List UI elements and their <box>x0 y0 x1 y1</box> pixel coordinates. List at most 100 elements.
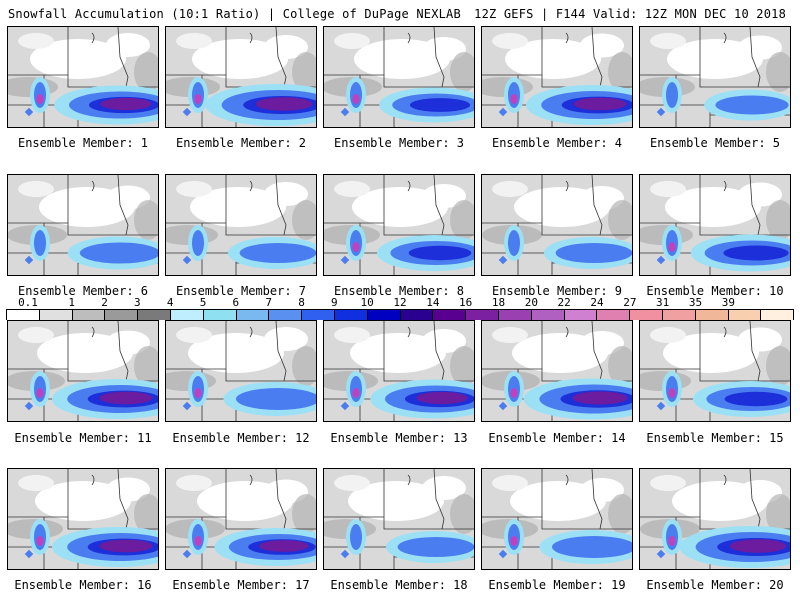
colorbar-tick-label: 20 <box>524 296 538 309</box>
snowfall-map <box>482 321 632 421</box>
snowfall-map <box>324 175 474 275</box>
ensemble-map-panel <box>7 468 159 570</box>
colorbar-tick-label: 5 <box>199 296 207 309</box>
ensemble-member-label: Ensemble Member: 18 <box>330 578 468 592</box>
snowfall-map <box>324 321 474 421</box>
colorbar-tick-label: 16 <box>459 296 473 309</box>
colorbar-swatch <box>433 310 467 320</box>
ensemble-map-panel <box>323 320 475 422</box>
colorbar-swatch <box>531 310 565 320</box>
colorbar-tick-label: 14 <box>426 296 440 309</box>
colorbar-swatch <box>400 310 434 320</box>
ensemble-member-label: Ensemble Member: 6 <box>17 284 149 298</box>
snowfall-map <box>324 27 474 127</box>
snowfall-map <box>482 27 632 127</box>
colorbar-tick-label: 1 <box>68 296 75 309</box>
ensemble-map-panel <box>639 468 791 570</box>
snowfall-map <box>8 469 158 569</box>
colorbar-swatch <box>564 310 598 320</box>
colorbar-swatch <box>367 310 401 320</box>
colorbar-tick-label: 0.1 <box>18 296 38 309</box>
ensemble-member-label: Ensemble Member: 2 <box>175 136 307 150</box>
colorbar-swatch <box>662 310 696 320</box>
snowfall-map <box>482 175 632 275</box>
colorbar-tick-label: 8 <box>298 296 305 309</box>
colorbar-tick-label: 31 <box>656 296 670 309</box>
colorbar-swatch <box>728 310 762 320</box>
ensemble-member-label: Ensemble Member: 10 <box>646 284 784 298</box>
ensemble-map-panel <box>165 26 317 128</box>
snowfall-map <box>166 321 316 421</box>
colorbar-tick-label: 2 <box>101 296 108 309</box>
ensemble-member-label: Ensemble Member: 17 <box>172 578 310 592</box>
colorbar-tick-label: 12 <box>393 296 407 309</box>
colorbar-tick-label: 18 <box>491 296 506 309</box>
ensemble-map-panel <box>481 468 633 570</box>
colorbar-swatch <box>761 310 795 320</box>
snowfall-map <box>640 27 790 127</box>
colorbar-swatch <box>105 310 139 320</box>
ensemble-member-label: Ensemble Member: 20 <box>646 578 784 592</box>
ensemble-member-label: Ensemble Member: 8 <box>333 284 465 298</box>
snowfall-map <box>166 175 316 275</box>
colorbar-tick-label: 7 <box>265 296 272 309</box>
colorbar-swatch <box>236 310 270 320</box>
ensemble-map-panel <box>165 468 317 570</box>
colorbar-tick-label: 3 <box>134 296 141 309</box>
colorbar-tick-label: 4 <box>166 296 174 309</box>
colorbar-tick-label: 22 <box>557 296 571 309</box>
ensemble-map-panel <box>7 26 159 128</box>
ensemble-member-label: Ensemble Member: 13 <box>330 431 468 445</box>
ensemble-member-label: Ensemble Member: 1 <box>17 136 149 150</box>
snowfall-map <box>640 175 790 275</box>
snowfall-map <box>166 469 316 569</box>
ensemble-member-label: Ensemble Member: 3 <box>333 136 465 150</box>
colorbar-swatch <box>39 310 73 320</box>
colorbar-swatches <box>6 309 795 320</box>
colorbar-tick-label: 27 <box>623 296 637 309</box>
ensemble-map-panel <box>323 26 475 128</box>
ensemble-map-panel <box>481 174 633 276</box>
snowfall-map <box>8 27 158 127</box>
ensemble-member-label: Ensemble Member: 15 <box>646 431 784 445</box>
colorbar-tick-label: 9 <box>331 296 338 309</box>
ensemble-map-panel <box>165 320 317 422</box>
colorbar-swatch <box>203 310 237 320</box>
snowfall-map <box>8 175 158 275</box>
snowfall-map <box>8 321 158 421</box>
ensemble-member-label: Ensemble Member: 11 <box>14 431 152 445</box>
colorbar-tick-label: 6 <box>232 296 240 309</box>
colorbar-tick-label: 35 <box>688 296 703 309</box>
snowfall-map <box>482 469 632 569</box>
colorbar-swatch <box>466 310 499 320</box>
ensemble-member-label: Ensemble Member: 14 <box>488 431 626 445</box>
model-run-info: 12Z GEFS | F144 Valid: 12Z MON DEC 10 20… <box>474 7 786 21</box>
snowfall-map <box>640 321 790 421</box>
ensemble-map-panel <box>639 320 791 422</box>
ensemble-member-label: Ensemble Member: 12 <box>172 431 310 445</box>
colorbar-swatch <box>269 310 303 320</box>
colorbar-swatch <box>695 310 729 320</box>
ensemble-map-panel <box>7 320 159 422</box>
colorbar-swatch <box>170 310 204 320</box>
ensemble-member-label: Ensemble Member: 19 <box>488 578 626 592</box>
ensemble-map-panel <box>639 174 791 276</box>
snowfall-map <box>324 469 474 569</box>
ensemble-map-panel <box>323 468 475 570</box>
colorbar-swatch <box>72 310 106 320</box>
snowfall-map <box>166 27 316 127</box>
ensemble-map-panel <box>481 26 633 128</box>
colorbar-swatch <box>630 310 663 320</box>
ensemble-map-panel <box>165 174 317 276</box>
ensemble-member-label: Ensemble Member: 5 <box>649 136 781 150</box>
colorbar-tick-label: 39 <box>721 296 735 309</box>
ensemble-map-panel <box>7 174 159 276</box>
ensemble-map-panel <box>323 174 475 276</box>
colorbar-swatch <box>302 310 335 320</box>
colorbar-swatch <box>6 310 40 320</box>
colorbar-swatch <box>498 310 532 320</box>
ensemble-member-label: Ensemble Member: 7 <box>175 284 307 298</box>
colorbar-swatch <box>597 310 631 320</box>
colorbar-swatch <box>138 310 171 320</box>
ensemble-member-label: Ensemble Member: 4 <box>491 136 623 150</box>
